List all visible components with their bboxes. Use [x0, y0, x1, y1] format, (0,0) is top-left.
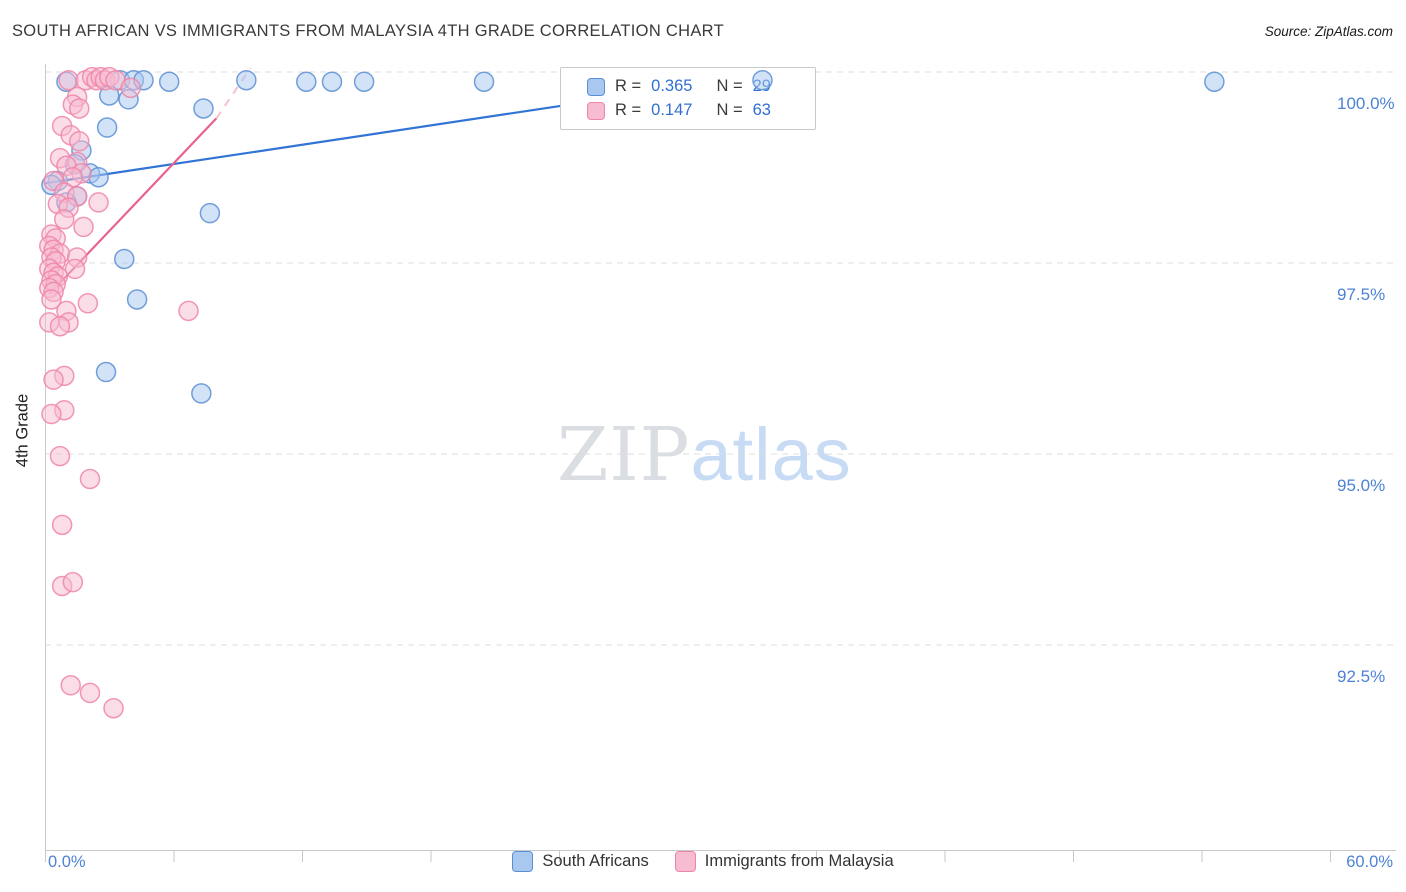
- y-tick-label: 100.0%: [1337, 94, 1395, 113]
- series-legend: South Africans Immigrants from Malaysia: [0, 851, 1406, 872]
- n-value: 63: [752, 101, 771, 119]
- page-title: SOUTH AFRICAN VS IMMIGRANTS FROM MALAYSI…: [12, 22, 724, 40]
- legend-item-south-africans: South Africans: [512, 851, 649, 872]
- stats-row-south-africans: R = 0.365 N = 29: [587, 77, 815, 96]
- watermark-zip: ZIP: [557, 412, 691, 498]
- legend-label-immigrants-malaysia: Immigrants from Malaysia: [704, 852, 894, 870]
- n-label: N =: [716, 77, 743, 95]
- y-tick-label: 92.5%: [1337, 667, 1385, 686]
- r-value: 0.365: [651, 77, 693, 95]
- legend-label-south-africans: South Africans: [542, 852, 649, 870]
- r-label: R =: [615, 77, 642, 95]
- x-axis-min-label: 0.0%: [48, 853, 86, 871]
- immigrants-malaysia-trend-line: [48, 117, 218, 295]
- x-axis-max-label: 60.0%: [1346, 853, 1393, 871]
- stats-row-immigrants-malaysia: R = 0.147 N = 63: [587, 101, 815, 120]
- stats-legend-box: R = 0.365 N = 29 R = 0.147 N = 63: [560, 67, 816, 130]
- y-axis-title: 4th Grade: [13, 393, 32, 468]
- immigrants-malaysia-legend-swatch: [674, 851, 696, 872]
- r-value: 0.147: [651, 101, 693, 119]
- y-tick-label: 97.5%: [1337, 285, 1385, 304]
- south-africans-swatch: [587, 77, 605, 96]
- r-label: R =: [615, 101, 642, 119]
- n-label: N =: [716, 101, 743, 119]
- immigrants-malaysia-trend-extension: [215, 67, 252, 119]
- n-value: 29: [752, 77, 771, 95]
- y-tick-label: 95.0%: [1337, 476, 1385, 495]
- legend-item-immigrants-malaysia: Immigrants from Malaysia: [674, 851, 894, 872]
- watermark: ZIPatlas: [557, 412, 852, 498]
- immigrants-malaysia-swatch: [587, 101, 605, 120]
- source-label: Source: ZipAtlas.com: [1264, 24, 1393, 39]
- south-africans-legend-swatch: [512, 851, 534, 872]
